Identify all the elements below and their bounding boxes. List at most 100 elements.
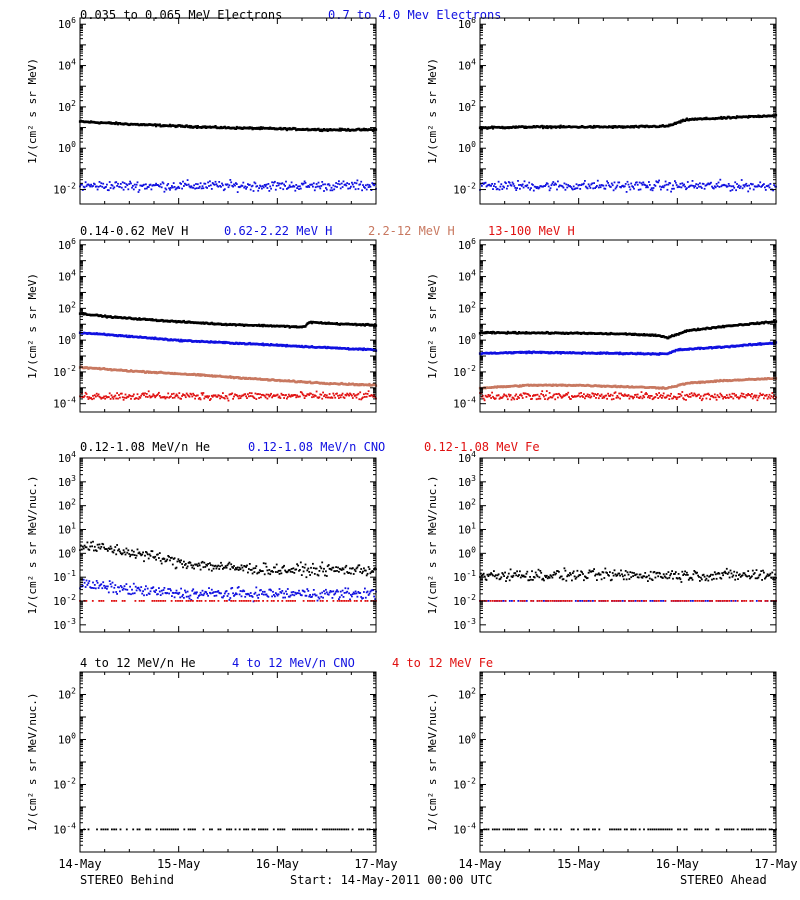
data-point — [299, 187, 302, 190]
data-point — [553, 184, 556, 186]
data-point — [109, 545, 112, 548]
data-point — [153, 184, 156, 187]
data-point — [610, 398, 613, 401]
data-point — [311, 183, 313, 186]
data-point — [209, 399, 211, 401]
data-point — [121, 181, 124, 184]
data-point — [300, 391, 303, 394]
data-point — [701, 397, 704, 400]
data-point — [546, 182, 549, 185]
y-axis-title: 1/(cm² s sr MeV) — [26, 58, 39, 164]
data-point — [239, 397, 242, 399]
data-point — [86, 183, 89, 186]
data-point — [484, 181, 487, 184]
data-point — [570, 398, 572, 400]
data-point — [606, 397, 608, 400]
data-point — [271, 396, 273, 399]
y-tick-label: 104 — [58, 269, 76, 284]
data-point — [322, 570, 324, 573]
data-point — [728, 184, 731, 187]
data-point — [117, 397, 119, 400]
data-point — [703, 187, 706, 190]
data-point — [672, 397, 674, 400]
data-point — [177, 558, 180, 561]
data-point — [171, 393, 173, 395]
data-point — [227, 399, 230, 402]
data-point — [229, 393, 232, 396]
data-point — [201, 560, 204, 563]
data-point — [482, 397, 485, 400]
data-point — [491, 125, 494, 128]
data-point — [586, 187, 589, 190]
data-point — [663, 396, 666, 399]
data-point — [178, 560, 181, 562]
data-point — [256, 393, 259, 396]
data-point — [247, 183, 249, 185]
data-point — [263, 394, 266, 397]
data-point — [171, 563, 174, 566]
data-point — [89, 185, 92, 188]
data-point — [602, 184, 605, 187]
data-point — [358, 398, 361, 401]
panel-1-ahead: 10-2 100 102 104 106 1/(cm² s sr MeV) — [426, 16, 778, 205]
data-point — [323, 567, 325, 570]
data-point — [501, 396, 504, 399]
data-point — [541, 124, 544, 128]
data-point — [720, 185, 723, 188]
panel-2-ahead: 10-4 10-2 100 102 104 106 1/(cm² s sr MeV) — [426, 237, 778, 413]
data-point — [159, 183, 162, 186]
data-point — [653, 184, 656, 186]
data-point — [210, 394, 213, 397]
data-point — [741, 187, 744, 190]
data-point — [667, 336, 670, 340]
data-point — [103, 546, 105, 549]
data-point — [542, 126, 545, 130]
data-point — [317, 574, 320, 577]
data-point — [531, 397, 533, 400]
data-point — [132, 395, 134, 398]
data-point — [271, 181, 273, 184]
data-point — [127, 549, 130, 552]
data-point — [243, 565, 246, 567]
data-point — [501, 188, 504, 190]
data-point — [169, 559, 171, 562]
data-point — [728, 393, 731, 396]
data-point — [599, 186, 602, 189]
data-point — [223, 188, 226, 191]
data-point — [190, 564, 193, 567]
data-point — [765, 394, 768, 396]
data-point — [214, 564, 217, 567]
data-point — [633, 187, 635, 190]
data-point — [221, 182, 223, 185]
data-point — [133, 398, 136, 400]
data-point — [202, 392, 205, 394]
data-point — [752, 395, 755, 398]
data-point — [772, 396, 775, 399]
data-point — [576, 187, 579, 190]
data-point — [280, 572, 283, 575]
data-point — [585, 186, 588, 189]
data-point — [119, 396, 121, 399]
data-point — [114, 394, 117, 397]
data-point — [351, 181, 353, 184]
data-point — [155, 558, 157, 561]
data-point — [83, 395, 86, 397]
data-point — [372, 183, 375, 186]
data-point — [525, 185, 528, 188]
data-point — [327, 396, 330, 399]
data-point — [92, 185, 94, 187]
data-point — [116, 544, 118, 546]
data-point — [766, 185, 769, 188]
data-point — [334, 396, 337, 399]
data-point — [354, 570, 357, 573]
data-point — [329, 189, 332, 192]
data-point — [674, 180, 676, 182]
data-point — [149, 554, 152, 557]
data-point — [206, 187, 208, 189]
data-point — [276, 571, 279, 573]
data-point — [356, 393, 359, 396]
data-point — [761, 185, 763, 187]
data-point — [584, 180, 586, 182]
data-point — [314, 567, 317, 570]
data-point — [222, 189, 225, 192]
